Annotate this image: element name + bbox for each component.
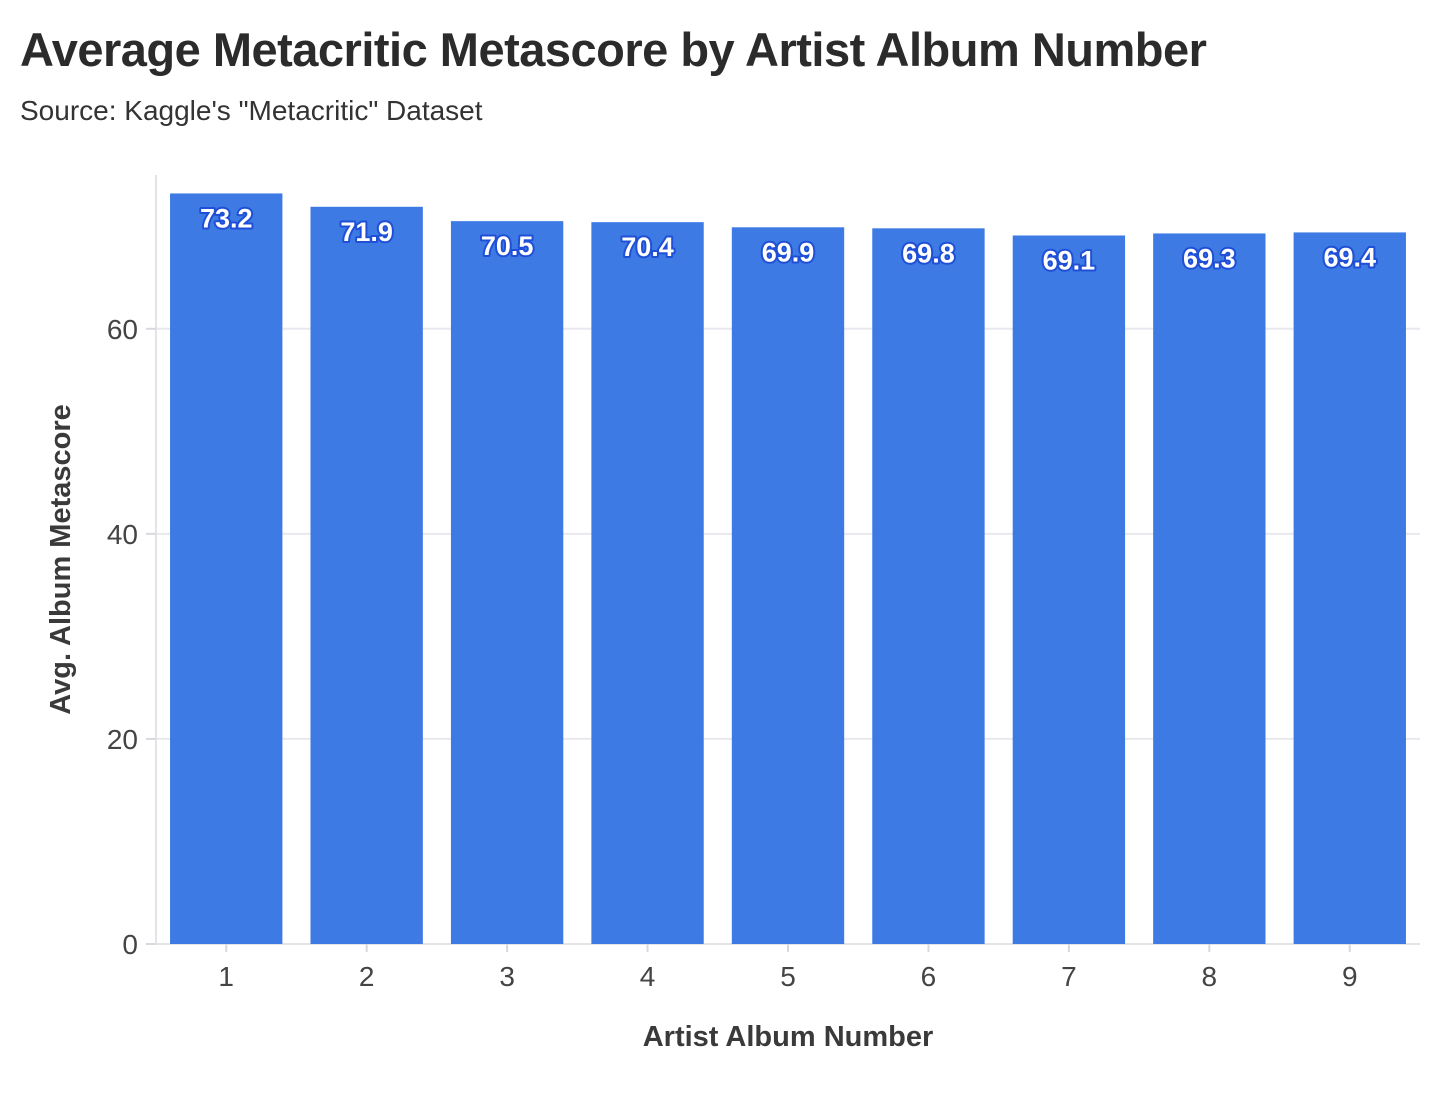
y-tick-label: 40 — [107, 519, 138, 550]
bars: 73.2 71.9 70.5 70.4 69.9 69.8 69.1 69.3 69.4 — [170, 193, 1406, 945]
bar-value-label: 71.9 — [340, 217, 393, 247]
bar-value-label: 69.4 — [1323, 242, 1376, 272]
y-tick-label: 0 — [122, 929, 138, 960]
bar — [1153, 233, 1266, 945]
chart-title: Average Metacritic Metascore by Artist A… — [20, 23, 1207, 76]
bar-value-label: 73.2 — [200, 203, 253, 233]
bar-value-label: 70.5 — [481, 231, 534, 261]
x-tick-label: 6 — [921, 961, 937, 992]
bar — [872, 228, 985, 945]
bar — [731, 227, 845, 945]
bar-value-label: 69.8 — [902, 238, 955, 268]
bar-value-label: 69.9 — [762, 237, 815, 267]
x-axis-ticks: 1 2 3 4 5 6 7 8 9 — [218, 944, 1358, 992]
bar — [310, 206, 423, 944]
bar — [450, 221, 564, 944]
bar — [1293, 232, 1406, 944]
x-axis-title: Artist Album Number — [643, 1021, 934, 1053]
x-tick-label: 9 — [1342, 961, 1358, 992]
x-tick-label: 8 — [1202, 961, 1218, 992]
x-tick-label: 4 — [640, 961, 656, 992]
x-tick-label: 7 — [1061, 961, 1077, 992]
bar — [1012, 235, 1126, 945]
x-tick-label: 3 — [499, 961, 515, 992]
chart-subtitle: Source: Kaggle's "Metacritic" Dataset — [20, 95, 483, 126]
x-tick-label: 1 — [218, 961, 234, 992]
bar-value-label: 70.4 — [621, 232, 674, 262]
x-tick-label: 5 — [780, 961, 796, 992]
y-axis-title: Avg. Album Metascore — [45, 404, 77, 714]
y-axis-ticks: 0 20 40 60 — [107, 314, 156, 960]
x-tick-label: 2 — [359, 961, 375, 992]
bar — [591, 222, 704, 944]
y-tick-label: 60 — [107, 314, 138, 345]
bar — [170, 193, 283, 944]
y-tick-label: 20 — [107, 724, 138, 755]
bar-value-label: 69.1 — [1043, 245, 1096, 275]
bar-value-label: 69.3 — [1183, 243, 1236, 273]
